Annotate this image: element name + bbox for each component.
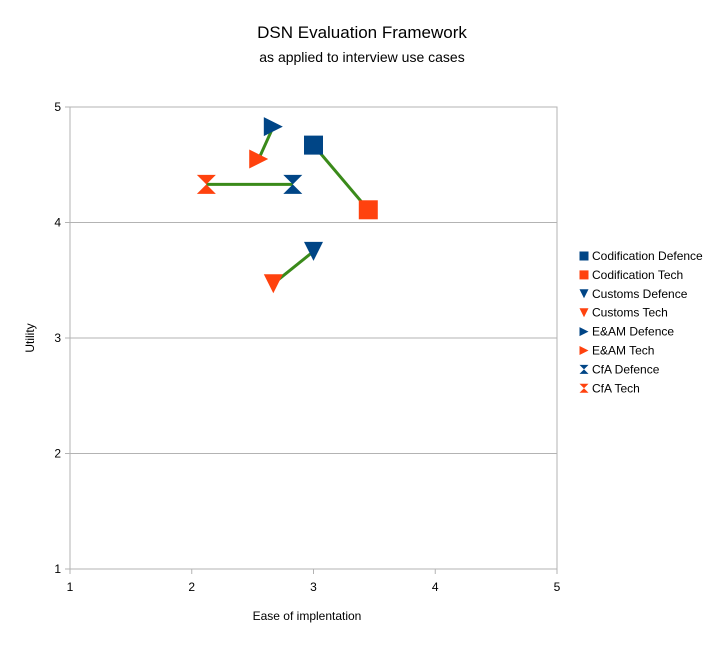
legend-label: Codification Defence [592, 249, 703, 263]
y-tick-label: 1 [54, 562, 61, 576]
x-tick-label: 4 [432, 580, 439, 594]
data-points [196, 117, 378, 294]
data-point [249, 149, 269, 169]
legend-label: Customs Defence [592, 287, 688, 301]
x-tick-label: 3 [310, 580, 317, 594]
gridlines [70, 106, 557, 570]
legend: Codification Defence Codification Tech Cus… [579, 249, 703, 395]
legend-marker [579, 270, 589, 280]
chart-title: DSN Evaluation Framework [257, 23, 467, 42]
data-point [283, 174, 303, 194]
legend-label: CfA Tech [592, 381, 640, 395]
legend-label: E&AM Defence [592, 325, 674, 339]
y-tick-label: 4 [54, 216, 61, 230]
data-point [263, 274, 283, 294]
x-tick-label: 2 [188, 580, 195, 594]
legend-marker [579, 308, 589, 318]
connector-line [312, 144, 370, 211]
legend-marker [579, 327, 589, 337]
legend-marker [579, 383, 589, 393]
legend-marker [579, 289, 589, 299]
chart-subtitle: as applied to interview use cases [259, 49, 464, 65]
data-point [263, 117, 283, 137]
x-axis-label: Ease of implentation [253, 609, 362, 623]
legend-label: Codification Tech [592, 268, 683, 282]
data-point [196, 174, 216, 194]
legend-marker [579, 364, 589, 374]
x-tick-label: 5 [554, 580, 561, 594]
legend-label: CfA Defence [592, 362, 660, 376]
axis-tick-labels: 1 2 3 4 5 1 2 3 4 5 [54, 100, 560, 594]
data-point [304, 135, 323, 155]
legend-label: Customs Tech [592, 306, 668, 320]
legend-label: E&AM Tech [592, 344, 654, 358]
data-point [358, 200, 378, 220]
y-axis-label: Utility [23, 323, 37, 352]
y-tick-label: 3 [54, 331, 61, 345]
series-connectors [206, 126, 370, 285]
x-tick-label: 1 [67, 580, 74, 594]
data-point [304, 241, 323, 261]
y-tick-label: 5 [54, 100, 61, 114]
legend-marker [579, 251, 589, 261]
legend-marker [579, 346, 589, 355]
y-tick-label: 2 [54, 447, 61, 461]
